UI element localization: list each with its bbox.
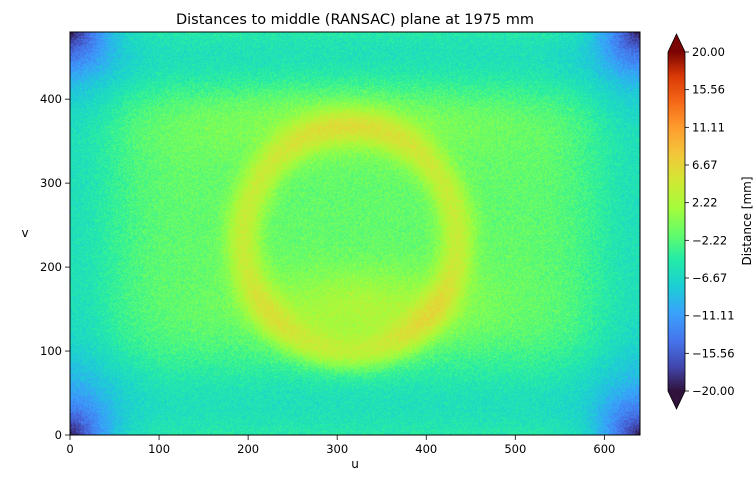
x-tick-label: 300 bbox=[326, 442, 348, 456]
colorbar-tick-label: −2.22 bbox=[692, 233, 727, 247]
x-tick-label: 100 bbox=[148, 442, 170, 456]
chart-title: Distances to middle (RANSAC) plane at 19… bbox=[176, 12, 534, 28]
colorbar-tick-label: −11.11 bbox=[692, 309, 735, 323]
colorbar-tick-label: −15.56 bbox=[692, 346, 735, 360]
x-tick-label: 0 bbox=[66, 442, 73, 456]
heatmap-image bbox=[70, 32, 640, 435]
y-tick-label: 400 bbox=[40, 92, 62, 106]
x-axis-label: u bbox=[351, 457, 359, 471]
colorbar-tick-label: 20.00 bbox=[692, 45, 725, 59]
colorbar-extend-bottom bbox=[668, 391, 685, 409]
colorbar-label: Distance [mm] bbox=[740, 176, 754, 265]
x-tick-label: 400 bbox=[415, 442, 437, 456]
colorbar-tick-label: 15.56 bbox=[692, 83, 725, 97]
colorbar-tick-label: 2.22 bbox=[692, 196, 718, 210]
colorbar-tick-label: −6.67 bbox=[692, 271, 727, 285]
y-tick-label: 200 bbox=[40, 260, 62, 274]
y-tick-label: 100 bbox=[40, 344, 62, 358]
y-axis-label: v bbox=[21, 226, 28, 240]
plot-frame bbox=[69, 31, 641, 436]
colorbar-tick-label: 11.11 bbox=[692, 120, 725, 134]
colorbar-tick-label: −20.00 bbox=[692, 384, 735, 398]
colorbar-extend-top bbox=[668, 34, 685, 52]
x-tick-label: 200 bbox=[237, 442, 259, 456]
y-axis-ticks: 0 100 200 300 400 bbox=[40, 92, 70, 442]
x-tick-label: 500 bbox=[504, 442, 526, 456]
y-tick-label: 300 bbox=[40, 176, 62, 190]
colorbar: 20.00 15.56 11.11 6.67 2.22 −2.22 −6.67 −11.11 −… bbox=[667, 33, 754, 410]
colorbar-gradient bbox=[668, 52, 685, 391]
colorbar-ticks: 20.00 15.56 11.11 6.67 2.22 −2.22 −6.67 −11.11 −… bbox=[685, 45, 735, 398]
y-tick-label: 0 bbox=[55, 428, 62, 442]
colorbar-tick-label: 6.67 bbox=[692, 158, 718, 172]
x-tick-label: 600 bbox=[593, 442, 615, 456]
x-axis-ticks: 0 100 200 300 400 500 600 bbox=[66, 435, 615, 456]
